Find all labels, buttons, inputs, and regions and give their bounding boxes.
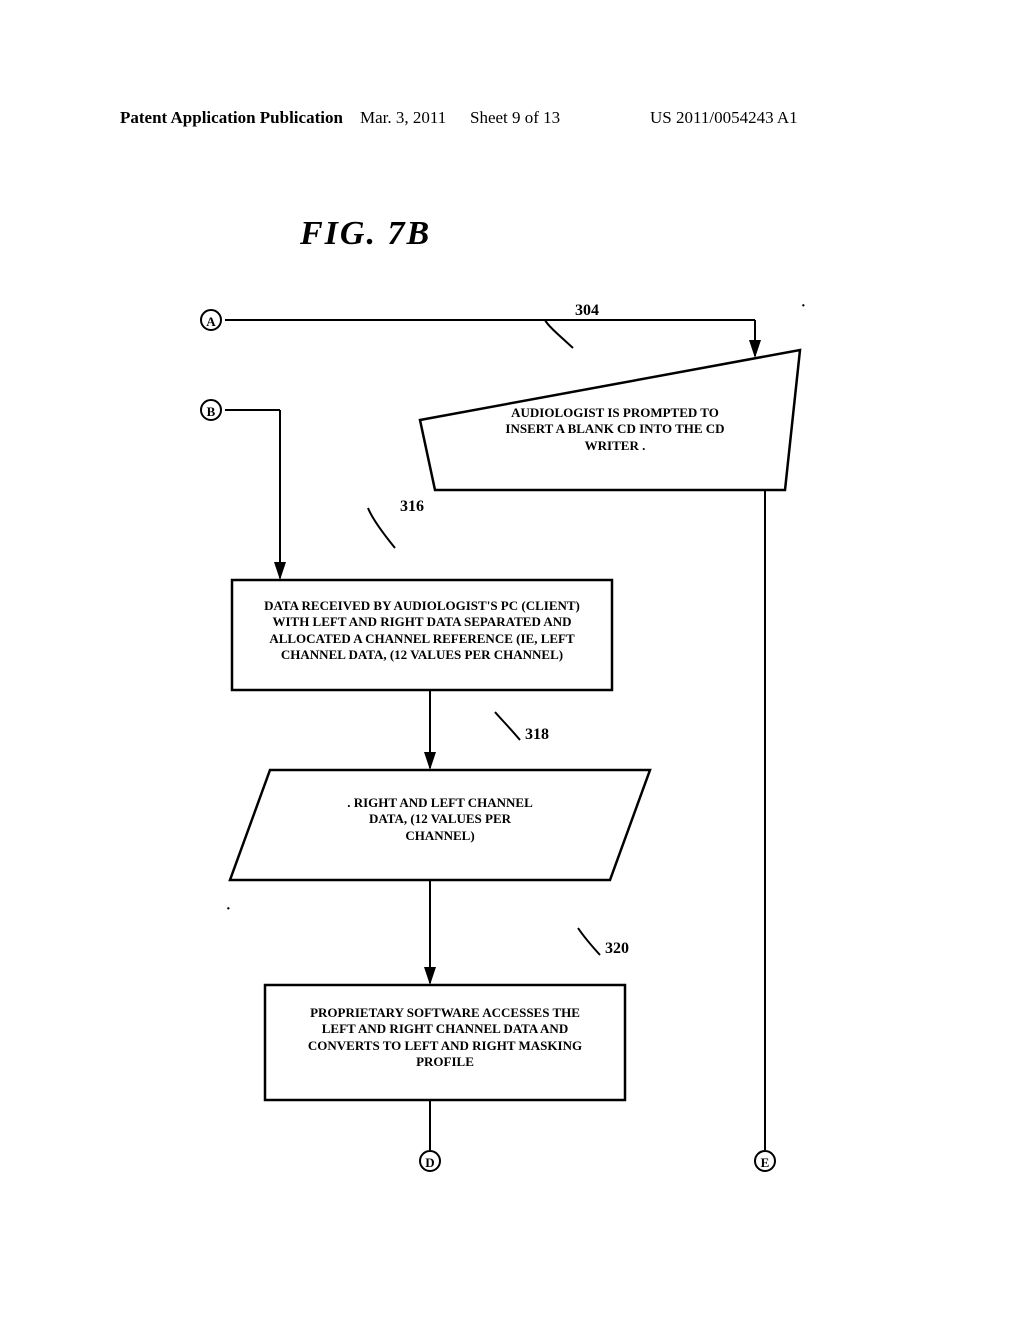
leader-304 xyxy=(545,320,573,348)
leader-320 xyxy=(578,928,600,955)
leader-318 xyxy=(495,712,520,740)
connector-D: D xyxy=(419,1150,441,1172)
node-318-text: . RIGHT AND LEFT CHANNEL DATA, (12 VALUE… xyxy=(335,795,545,844)
ref-318: 318 xyxy=(525,726,549,744)
connector-E: E xyxy=(754,1150,776,1172)
connector-B: B xyxy=(200,399,222,421)
node-304-text: AUDIOLOGIST IS PROMPTED TO INSERT A BLAN… xyxy=(505,405,725,454)
connector-E-label: E xyxy=(761,1155,770,1170)
connector-D-label: D xyxy=(425,1155,434,1170)
node-316-text: DATA RECEIVED BY AUDIOLOGIST'S PC (CLIEN… xyxy=(252,598,592,663)
connector-A: A xyxy=(200,309,222,331)
connector-A-label: A xyxy=(206,314,215,329)
stray-mark-1: · xyxy=(225,898,232,921)
node-320-text: PROPRIETARY SOFTWARE ACCESSES THE LEFT A… xyxy=(295,1005,595,1070)
ref-304: 304 xyxy=(575,302,599,320)
ref-316: 316 xyxy=(400,498,424,516)
ref-320: 320 xyxy=(605,940,629,958)
leader-316 xyxy=(368,508,395,548)
connector-B-label: B xyxy=(207,404,216,419)
stray-mark-2: · xyxy=(800,295,807,318)
